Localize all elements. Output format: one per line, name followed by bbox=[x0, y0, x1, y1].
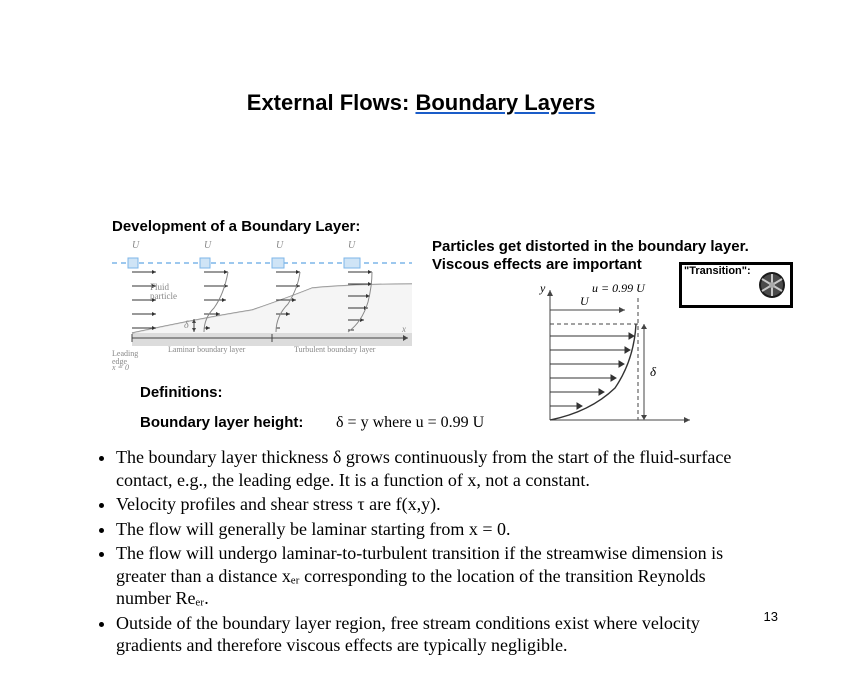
development-heading: Development of a Boundary Layer: bbox=[112, 218, 360, 235]
page-title: External Flows: Boundary Layers bbox=[0, 90, 842, 116]
delta-profile-label: δ bbox=[650, 364, 657, 379]
y-axis-label: y bbox=[539, 281, 546, 295]
wheel-icon bbox=[758, 271, 786, 299]
particles-text: Particles get distorted in the boundary … bbox=[432, 238, 749, 255]
bullet-item: Outside of the boundary layer region, fr… bbox=[116, 612, 738, 657]
bullet-item: The flow will undergo laminar-to-turbule… bbox=[116, 542, 738, 610]
bullet-item: Velocity profiles and shear stress τ are… bbox=[116, 493, 738, 516]
bl-development-diagram: U U U bbox=[112, 238, 412, 370]
page-number: 13 bbox=[764, 609, 778, 624]
viscous-text: Viscous effects are important bbox=[432, 256, 642, 273]
x0-label: x = 0 bbox=[112, 363, 129, 370]
fluid-particle-label: Fluidparticle bbox=[150, 282, 177, 301]
title-emphasis: Boundary Layers bbox=[415, 90, 595, 115]
U-label: U bbox=[132, 240, 140, 251]
bl-height-equation: δ = y where u = 0.99 U bbox=[336, 414, 484, 432]
bullet-item: The flow will generally be laminar start… bbox=[116, 518, 738, 541]
u099-label: u = 0.99 U bbox=[592, 281, 646, 295]
svg-text:U: U bbox=[276, 240, 284, 251]
U-free-label: U bbox=[580, 294, 590, 308]
svg-text:U: U bbox=[348, 240, 356, 251]
title-prefix: External Flows: bbox=[247, 90, 416, 115]
svg-text:U: U bbox=[204, 240, 212, 251]
delta-label: δ bbox=[184, 320, 189, 331]
bl-height-label: Boundary layer height: bbox=[140, 414, 303, 431]
definitions-heading: Definitions: bbox=[140, 384, 223, 401]
transition-label: "Transition": bbox=[684, 265, 751, 277]
bullet-item: The boundary layer thickness δ grows con… bbox=[116, 446, 738, 491]
laminar-label: Laminar boundary layer bbox=[168, 345, 246, 354]
velocity-profile-diagram: y U u = 0.99 U δ bbox=[530, 280, 700, 430]
turbulent-label: Turbulent boundary layer bbox=[294, 345, 376, 354]
bullet-list: The boundary layer thickness δ grows con… bbox=[98, 446, 738, 659]
x-axis-label: x bbox=[401, 324, 406, 334]
